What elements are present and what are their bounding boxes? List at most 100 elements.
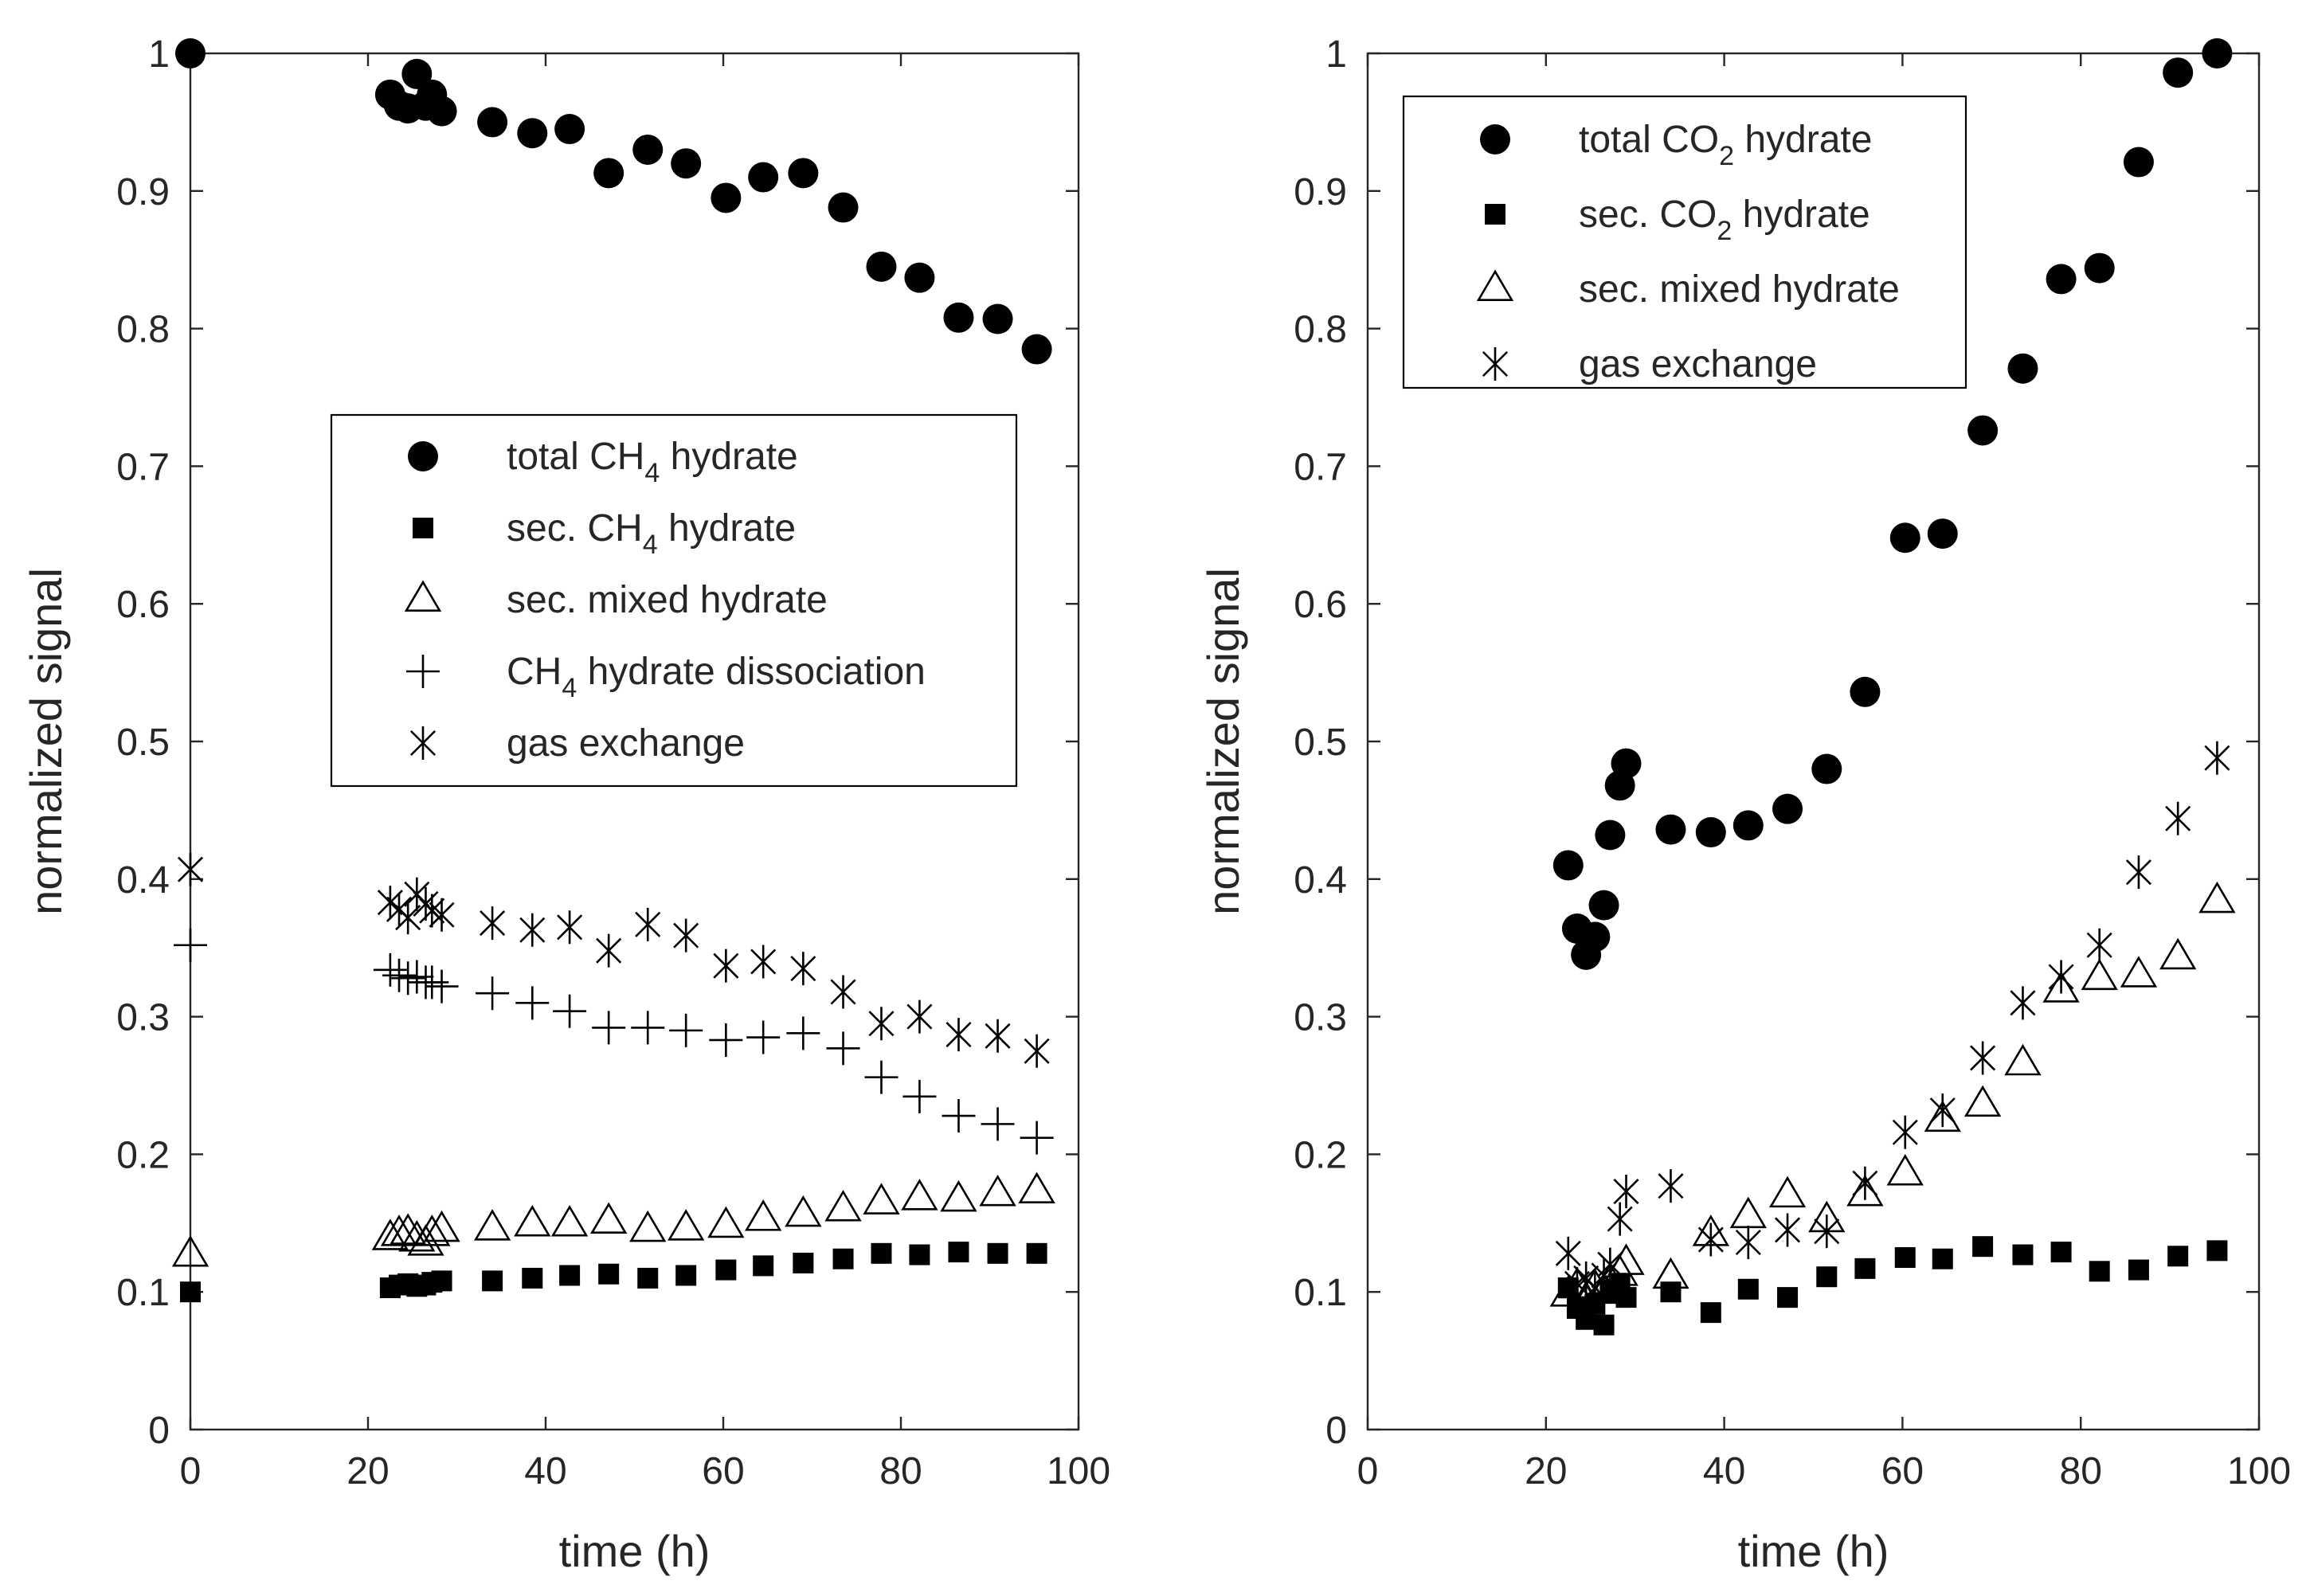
x-axis-label: time (h) — [559, 1526, 711, 1576]
data-point — [1655, 814, 1686, 845]
series-square — [180, 1242, 1047, 1303]
data-point — [1613, 1175, 1639, 1209]
x-tick-label: 100 — [2227, 1450, 2291, 1492]
data-point — [1607, 1243, 1645, 1275]
data-point — [671, 148, 702, 179]
data-point — [668, 1209, 705, 1241]
legend-label: total CO2 hydrate — [1579, 119, 1872, 171]
data-point — [373, 953, 407, 987]
data-point — [745, 1199, 782, 1231]
legend-label-subscript: 4 — [643, 530, 658, 560]
data-point — [1652, 1257, 1689, 1289]
data-point — [1658, 1169, 1684, 1203]
data-point — [1588, 890, 1619, 921]
data-point — [987, 1242, 1008, 1264]
data-point — [1729, 1196, 1767, 1229]
data-point — [1026, 1242, 1047, 1264]
data-point — [909, 1244, 930, 1265]
data-point — [753, 1255, 774, 1277]
data-point — [826, 1031, 860, 1066]
data-point — [1732, 810, 1764, 841]
data-point — [1595, 820, 1626, 851]
legend-label-rest: hydrate — [1732, 194, 1870, 236]
legend-label-subscript: 2 — [1717, 216, 1732, 246]
data-point — [1695, 817, 1726, 848]
legend-label-main: total CO — [1579, 119, 1719, 161]
legend-label-main: total CH — [507, 436, 644, 478]
data-point — [596, 933, 622, 968]
data-point — [901, 1179, 938, 1211]
y-tick-label: 0.4 — [116, 859, 170, 902]
data-point — [1811, 753, 1842, 784]
data-point — [175, 38, 206, 68]
data-point — [788, 158, 819, 189]
data-point — [431, 1270, 452, 1292]
y-tick-label: 1 — [148, 33, 170, 76]
data-point — [423, 1210, 460, 1242]
data-point — [1964, 1085, 2002, 1117]
legend-label-main: gas exchange — [1579, 343, 1817, 385]
data-point — [1929, 1093, 1956, 1128]
legend-marker-circle — [1480, 124, 1510, 155]
data-point — [1580, 921, 1611, 953]
data-point — [786, 1016, 820, 1050]
data-point — [864, 1060, 899, 1094]
legend-label-rest: hydrate — [1734, 119, 1872, 161]
data-point — [419, 894, 445, 928]
data-point — [415, 965, 449, 999]
data-point — [515, 986, 550, 1020]
legend-label-main: sec. mixed hydrate — [507, 579, 828, 621]
y-tick-label: 0 — [148, 1410, 170, 1452]
data-point — [2163, 57, 2194, 88]
data-point — [557, 910, 583, 945]
data-point — [871, 1242, 892, 1264]
data-point — [2165, 801, 2191, 835]
data-point — [390, 1213, 427, 1245]
data-point — [517, 118, 548, 149]
data-point — [171, 1234, 209, 1267]
data-point — [1735, 1225, 1761, 1259]
data-point — [553, 994, 587, 1028]
y-tick-label: 0.7 — [116, 446, 170, 488]
y-axis-label: normalized signal — [1198, 568, 1248, 915]
data-point — [554, 114, 585, 145]
data-point — [943, 302, 974, 333]
data-point — [2167, 1246, 2189, 1267]
legend-label: total CH4 hydrate — [507, 436, 798, 488]
data-point — [180, 1281, 201, 1303]
data-point — [906, 999, 933, 1034]
x-tick-label: 20 — [1525, 1450, 1567, 1492]
data-point — [832, 1248, 854, 1269]
data-point — [863, 1183, 900, 1215]
y-tick-label: 0.7 — [1294, 446, 1347, 488]
series-plus — [174, 928, 1054, 1155]
legend-marker-circle — [408, 441, 438, 471]
data-point — [2081, 958, 2118, 991]
right-panel-co2: 0 20 40 60 80 100 0 0.1 0.2 0.3 0.4 0.5 0.6 0.7 0.8 0.9… — [1198, 33, 2291, 1576]
y-tick-label: 0.5 — [1294, 722, 1347, 764]
data-point — [589, 1202, 628, 1234]
y-tick-label: 0.2 — [116, 1134, 170, 1176]
data-point — [1924, 1100, 1961, 1132]
data-point — [425, 969, 459, 1003]
series-asterisk — [1555, 741, 2230, 1305]
legend-label: CH4 hydrate dissociation — [507, 651, 926, 703]
data-point — [1597, 1247, 1623, 1281]
data-point — [2159, 937, 2197, 970]
data-point — [750, 945, 777, 979]
data-point — [675, 1265, 697, 1286]
data-point — [946, 1018, 972, 1052]
x-tick-label: 60 — [702, 1450, 744, 1492]
legend-label-subscript: 2 — [1719, 141, 1734, 171]
data-point — [673, 918, 699, 953]
data-point — [1814, 1215, 1840, 1249]
y-tick-label: 0.6 — [116, 584, 170, 626]
legend-marker-triangle — [1476, 269, 1514, 301]
data-point — [2086, 928, 2112, 962]
data-point — [480, 906, 506, 941]
data-point — [940, 1179, 977, 1212]
data-point — [1972, 1236, 1994, 1258]
data-point — [1700, 1302, 1721, 1324]
data-point — [473, 1209, 511, 1241]
